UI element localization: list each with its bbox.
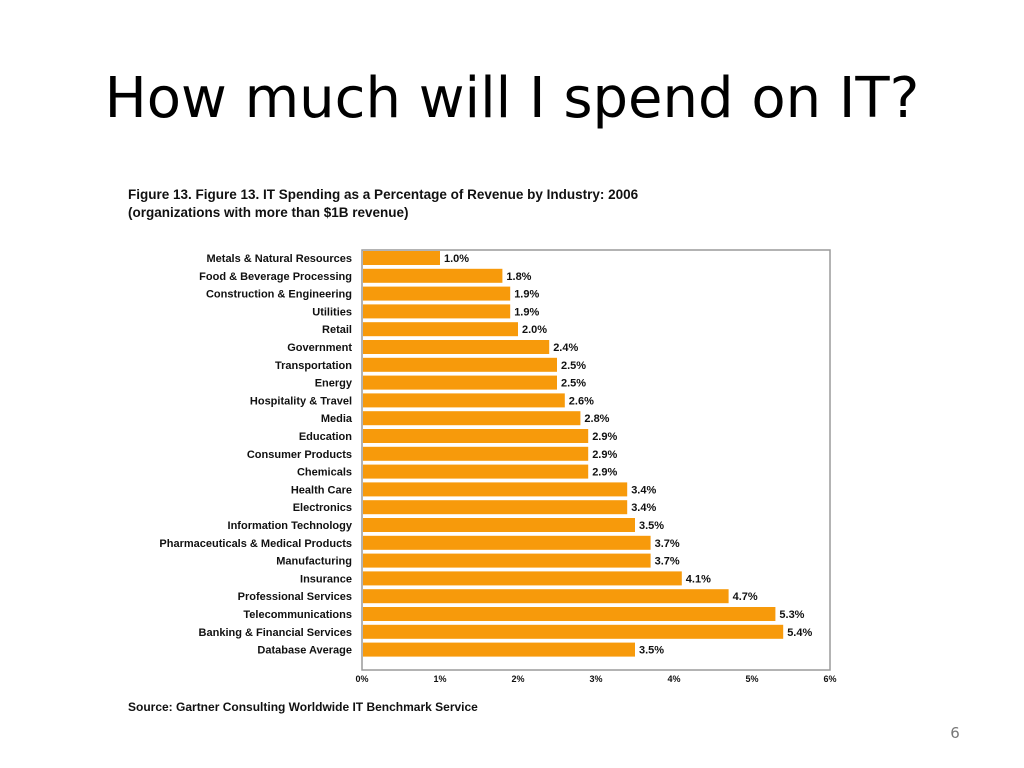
value-label: 1.8% <box>506 271 531 283</box>
category-label: Health Care <box>291 484 352 496</box>
x-tick-label: 6% <box>823 674 836 684</box>
value-label: 1.9% <box>514 306 539 318</box>
value-label: 3.5% <box>639 645 664 657</box>
value-label: 1.0% <box>444 253 469 265</box>
category-label: Telecommunications <box>243 609 352 621</box>
plot-frame <box>361 249 831 671</box>
value-label: 2.9% <box>592 467 617 479</box>
category-label: Government <box>287 342 352 354</box>
category-label: Media <box>321 413 353 425</box>
bar <box>363 286 511 301</box>
bar <box>363 642 635 657</box>
x-tick-label: 4% <box>667 674 680 684</box>
bar <box>363 429 589 443</box>
category-label: Consumer Products <box>247 449 352 461</box>
bar <box>363 393 565 408</box>
value-label: 2.5% <box>561 360 586 372</box>
x-tick-label: 3% <box>589 674 602 684</box>
bar <box>363 589 729 604</box>
value-label: 2.4% <box>553 342 578 354</box>
figure-title-line2: (organizations with more than $1B revenu… <box>128 205 409 220</box>
category-label: Food & Beverage Processing <box>199 271 352 283</box>
bar <box>363 464 589 479</box>
bar-chart: Metals & Natural Resources 1.0% Food & Bev… <box>159 249 837 684</box>
x-tick-label: 0% <box>355 674 368 684</box>
category-label: Information Technology <box>228 520 353 532</box>
bar <box>363 535 651 550</box>
category-label: Insurance <box>300 573 352 585</box>
slide-title: How much will I spend on IT? <box>104 66 920 131</box>
x-tick-label: 1% <box>433 674 446 684</box>
category-label: Database Average <box>257 645 352 657</box>
bar <box>363 322 518 337</box>
category-label: Manufacturing <box>276 556 352 568</box>
value-label: 1.9% <box>514 289 539 301</box>
value-label: 5.4% <box>787 627 812 639</box>
value-label: 2.0% <box>522 324 547 336</box>
category-label: Electronics <box>293 502 352 514</box>
category-label: Utilities <box>312 306 352 318</box>
bar <box>363 607 776 621</box>
value-label: 3.7% <box>655 556 680 568</box>
bar <box>363 624 784 639</box>
bar <box>363 375 557 390</box>
bar <box>363 571 682 586</box>
category-label: Retail <box>322 324 352 336</box>
value-label: 4.1% <box>686 573 711 585</box>
bar <box>363 518 635 532</box>
bar <box>363 500 628 515</box>
x-tick-label: 5% <box>745 674 758 684</box>
category-label: Metals & Natural Resources <box>207 253 353 265</box>
bar <box>363 357 557 372</box>
bar <box>363 340 550 354</box>
value-label: 3.5% <box>639 520 664 532</box>
value-label: 2.6% <box>569 395 594 407</box>
category-label: Banking & Financial Services <box>199 627 352 639</box>
value-label: 2.8% <box>584 413 609 425</box>
category-label: Professional Services <box>238 591 352 603</box>
category-label: Transportation <box>275 360 352 372</box>
bar <box>363 446 589 461</box>
category-label: Hospitality & Travel <box>250 395 352 407</box>
category-label: Construction & Engineering <box>206 289 352 301</box>
bar <box>363 482 628 497</box>
value-label: 3.4% <box>631 502 656 514</box>
bar <box>363 553 651 568</box>
value-label: 3.4% <box>631 484 656 496</box>
category-label: Chemicals <box>297 467 352 479</box>
page-number: 6 <box>950 724 960 742</box>
category-label: Energy <box>315 378 353 390</box>
value-label: 4.7% <box>733 591 758 603</box>
bar <box>363 304 511 319</box>
figure-title: Figure 13. Figure 13. IT Spending as a P… <box>128 186 848 222</box>
source-note: Source: Gartner Consulting Worldwide IT … <box>128 700 478 714</box>
category-label: Education <box>299 431 352 443</box>
category-label: Pharmaceuticals & Medical Products <box>159 538 352 550</box>
x-tick-label: 2% <box>511 674 524 684</box>
value-label: 2.9% <box>592 449 617 461</box>
bar <box>363 411 581 426</box>
value-label: 2.5% <box>561 378 586 390</box>
value-label: 3.7% <box>655 538 680 550</box>
value-label: 5.3% <box>779 609 804 621</box>
value-label: 2.9% <box>592 431 617 443</box>
bar <box>363 251 440 265</box>
figure-title-line1: Figure 13. Figure 13. IT Spending as a P… <box>128 187 639 202</box>
bar <box>363 268 503 283</box>
